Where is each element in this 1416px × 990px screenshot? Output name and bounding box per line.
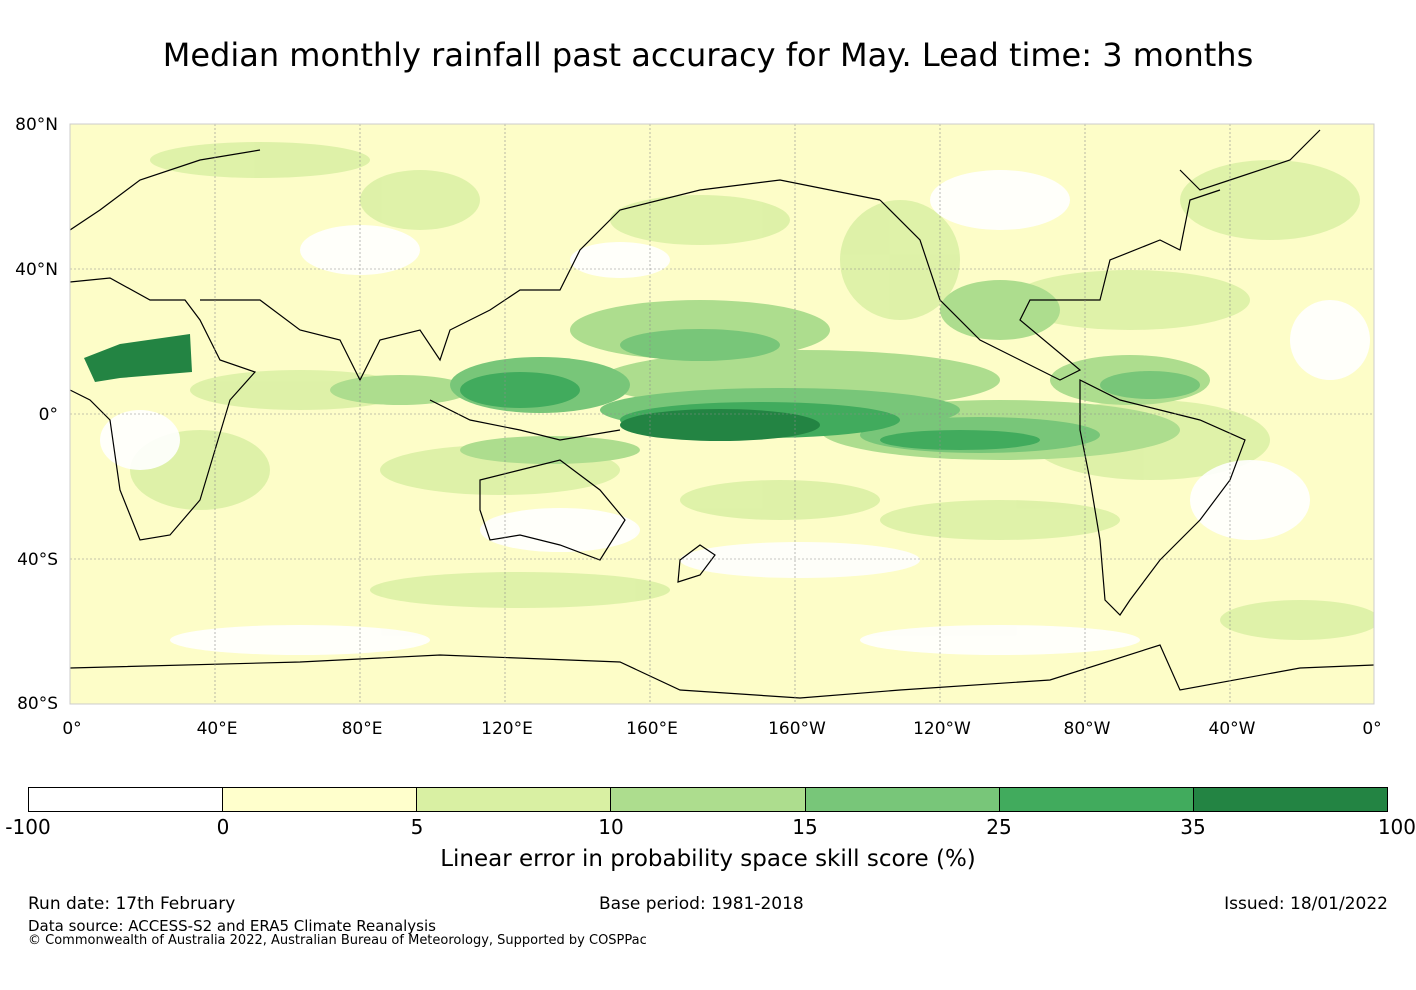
lon-label-360: 0°: [1362, 719, 1382, 739]
colorbar-segment-7: [1193, 788, 1387, 811]
lon-label-120e: 120°E: [481, 719, 533, 739]
lat-label-80n: 80°N: [15, 115, 58, 135]
skill-field-darkest: [84, 334, 820, 441]
lat-label-40n: 40°N: [15, 260, 58, 280]
lon-label-120w: 120°W: [913, 719, 971, 739]
lon-label-160e: 160°E: [626, 719, 678, 739]
data-source: Data source: ACCESS-S2 and ERA5 Climate …: [28, 917, 436, 935]
colorbar-label: Linear error in probability space skill …: [440, 846, 976, 872]
colorbar-tick: 35: [1180, 815, 1206, 839]
lon-label-80e: 80°E: [341, 719, 383, 739]
colorbar: [28, 787, 1388, 812]
colorbar-tick: -100: [5, 815, 51, 839]
colorbar-segment-3: [417, 788, 612, 811]
copyright: © Commonwealth of Australia 2022, Austra…: [28, 933, 647, 948]
graticule: [70, 124, 1374, 704]
colorbar-segment-5: [805, 788, 1000, 811]
colorbar-tick: 5: [410, 815, 424, 839]
issued-date: Issued: 18/01/2022: [1224, 894, 1388, 914]
lat-label-0: 0°: [38, 405, 58, 425]
lon-label-0: 0°: [62, 719, 82, 739]
colorbar-segment-4: [611, 788, 806, 811]
colorbar-tick: 100: [1377, 815, 1416, 839]
colorbar-tick: 10: [598, 815, 624, 839]
lat-label-40s: 40°S: [17, 550, 58, 570]
lon-label-160w: 160°W: [768, 719, 826, 739]
page-title: Median monthly rainfall past accuracy fo…: [162, 36, 1254, 74]
lat-label-80s: 80°S: [17, 694, 58, 714]
colorbar-tick: 25: [986, 815, 1012, 839]
skill-field-white: [100, 170, 1370, 655]
coastlines: [70, 129, 1374, 699]
run-date: Run date: 17th February: [28, 894, 236, 914]
base-period: Base period: 1981-2018: [599, 894, 804, 914]
colorbar-segment-6: [999, 788, 1194, 811]
lon-label-40e: 40°E: [196, 719, 238, 739]
lon-label-40w: 40°W: [1208, 719, 1256, 739]
skill-map: [69, 123, 1375, 705]
colorbar-tick: 15: [792, 815, 818, 839]
sahara-patch: [84, 334, 192, 382]
lon-label-80w: 80°W: [1063, 719, 1111, 739]
map-frame: [69, 123, 1375, 705]
colorbar-segment-2: [223, 788, 418, 811]
colorbar-segment-1: [29, 788, 224, 811]
colorbar-tick: 0: [216, 815, 230, 839]
